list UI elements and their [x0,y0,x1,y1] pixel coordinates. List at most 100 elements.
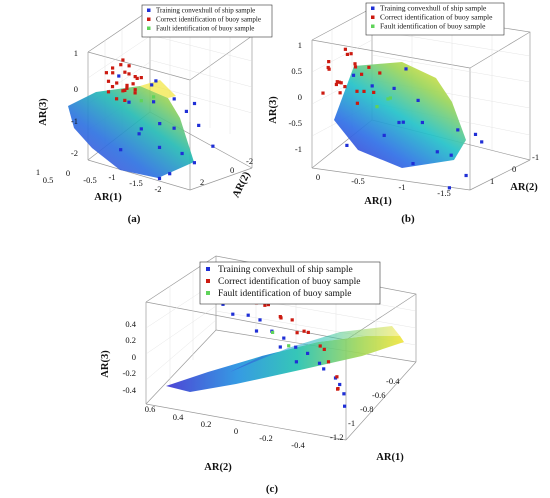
panel-c-ship-point [343,404,347,408]
panel-c-z-tick: -0.2 [123,368,136,378]
panel-c-ship-point [254,329,259,333]
panel-b-buoy-correct-point [334,82,338,87]
panel-a-z-tick: 0 [74,84,78,94]
panel-c-x-tick: -0.4 [386,376,400,386]
panel-c-y-tick: 0.2 [201,419,212,429]
legend-buoy-fault-label: Fault identification of buoy sample [218,288,352,299]
panel-b-y-label: AR(2) [510,182,538,193]
legend-buoy-correct-label: Correct identification of buoy sample [218,276,360,287]
panel-a: 1 0 -1 -2 1 0.5 0 -0.5 -1 -1.5 -2 -2 0 2… [36,4,273,225]
panel-a-buoy-correct-point [139,76,143,80]
panel-a-convex-hull-top [96,80,176,98]
panel-b-buoy-correct-point [343,85,347,89]
panel-b-ship-point [447,186,451,190]
panel-a-ship-point [172,126,176,130]
panel-c-buoy-correct-point [263,303,267,307]
panel-a-ship-point [157,145,162,149]
panel-c-ship-point [221,302,225,306]
panel-c-y-tick: -0.4 [291,440,305,450]
panel-c-y-tick: 0 [234,426,238,436]
panel-b-y-ticks: -1 0 1 [490,152,539,186]
panel-b-y-tick: 0 [512,164,516,174]
panel-a-buoy-correct-point [123,88,127,92]
panel-b-z-tick: -1 [295,144,302,154]
panel-a-ship-point [152,100,156,104]
panel-a-buoy-correct-point [135,76,139,80]
panel-a-buoy-correct-point [121,89,125,93]
panel-a-ship-point [172,97,176,101]
panel-c-y-label: AR(2) [204,462,232,473]
legend-buoy-correct-marker [147,17,151,21]
legend-buoy-correct-marker [206,279,210,283]
panel-a-y-ticks: -2 0 2 [200,156,253,187]
panel-c-y-ticks: 0.6 0.4 0.2 0 -0.2 -0.4 [145,404,306,450]
panel-c-y-tick: -0.2 [259,433,272,443]
panel-b-buoy-correct-point [339,81,343,85]
panel-c-x-tick: -1 [348,418,355,428]
panel-b-buoy-correct-point [338,91,342,95]
panel-b-buoy-fault-point [386,97,390,101]
panel-a-y-tick: 2 [200,177,204,187]
panel-a-ship-point [139,127,143,131]
legend-ship-marker [206,267,210,271]
legend-buoy-correct-label: Correct identification of buoy sample [380,13,493,22]
panel-b-ship-point [382,133,386,137]
panel-b-buoy-correct-point [355,101,359,105]
panel-b-buoy-correct-point [337,80,341,84]
panel-a-z-tick: -1 [71,116,78,126]
panel-c-buoy-correct-point [295,331,299,335]
panel-b-z-label: AR(3) [268,96,279,124]
panel-b-buoy-correct-point [360,72,364,76]
panel-b-y-tick: 1 [490,176,494,186]
panel-b-buoy-correct-point [321,91,325,95]
panel-c-caption: (c) [266,483,279,495]
panel-c-ship-point [338,382,342,387]
panel-a-ship-point [192,101,197,106]
panel-a-buoy-correct-point [115,81,119,85]
panel-a-ship-point [117,74,121,78]
panel-a-ship-point [197,123,201,127]
panel-c-ship-point [294,360,298,364]
legend-ship-label: Training convexhull of ship sample [156,7,255,15]
panel-a-buoy-correct-point [106,90,111,94]
panel-c-buoy-correct-point [322,347,326,351]
panel-a-buoy-correct-point [121,58,125,62]
panel-a-x-tick: -1.5 [129,178,142,188]
panel-b-ship-point [397,120,401,125]
panel-c-x-tick: -0.8 [360,404,373,414]
panel-b-buoy-correct-point [327,67,331,71]
panel-a-x-tick: 0 [66,168,70,178]
panel-c-ship-point [342,392,346,396]
panel-c: 0.4 0.2 0 -0.2 -0.4 0.6 0.4 0.2 0 -0.2 -… [100,255,417,495]
panel-b-ship-point [351,73,356,77]
panel-b-z-tick: 1 [298,40,302,50]
panel-b-points [321,47,484,190]
panel-b-caption: (b) [401,213,415,225]
panel-a-buoy-correct-point [106,79,111,83]
panel-a-buoy-correct-point [110,85,115,89]
panel-b-ship-point [392,86,396,90]
panel-a-buoy-correct-point [123,70,127,74]
panel-b-ship-point [416,98,420,102]
panel-a-ship-point [168,172,172,176]
panel-b-buoy-correct-point [372,90,376,94]
panel-a-buoy-fault-point [152,95,156,99]
panel-c-buoy-fault-point [271,330,275,334]
legend-buoy-fault-label: Fault identification of buoy sample [380,22,486,31]
panel-c-z-ticks: 0.4 0.2 0 -0.2 -0.4 [123,319,137,395]
panel-b-ship-point [464,173,468,178]
panel-c-ship-point [306,351,310,355]
panel-a-buoy-correct-point [133,88,137,92]
panel-b-buoy-correct-point [367,65,371,69]
panel-a-buoy-correct-point [127,64,131,68]
panel-a-buoy-correct-point [125,83,129,87]
panel-b-buoy-correct-point [335,80,339,84]
panel-b-ship-point [345,143,349,147]
panel-c-buoy-fault-point [287,344,291,348]
legend-buoy-fault-marker [371,24,375,28]
legend-buoy-fault-label: Fault identification of buoy sample [156,25,254,33]
panel-a-z-tick: -2 [71,148,78,158]
panel-b-ship-point [411,162,415,166]
panel-b-convex-hull [334,62,466,168]
panel-a-buoy-correct-point [115,97,119,101]
